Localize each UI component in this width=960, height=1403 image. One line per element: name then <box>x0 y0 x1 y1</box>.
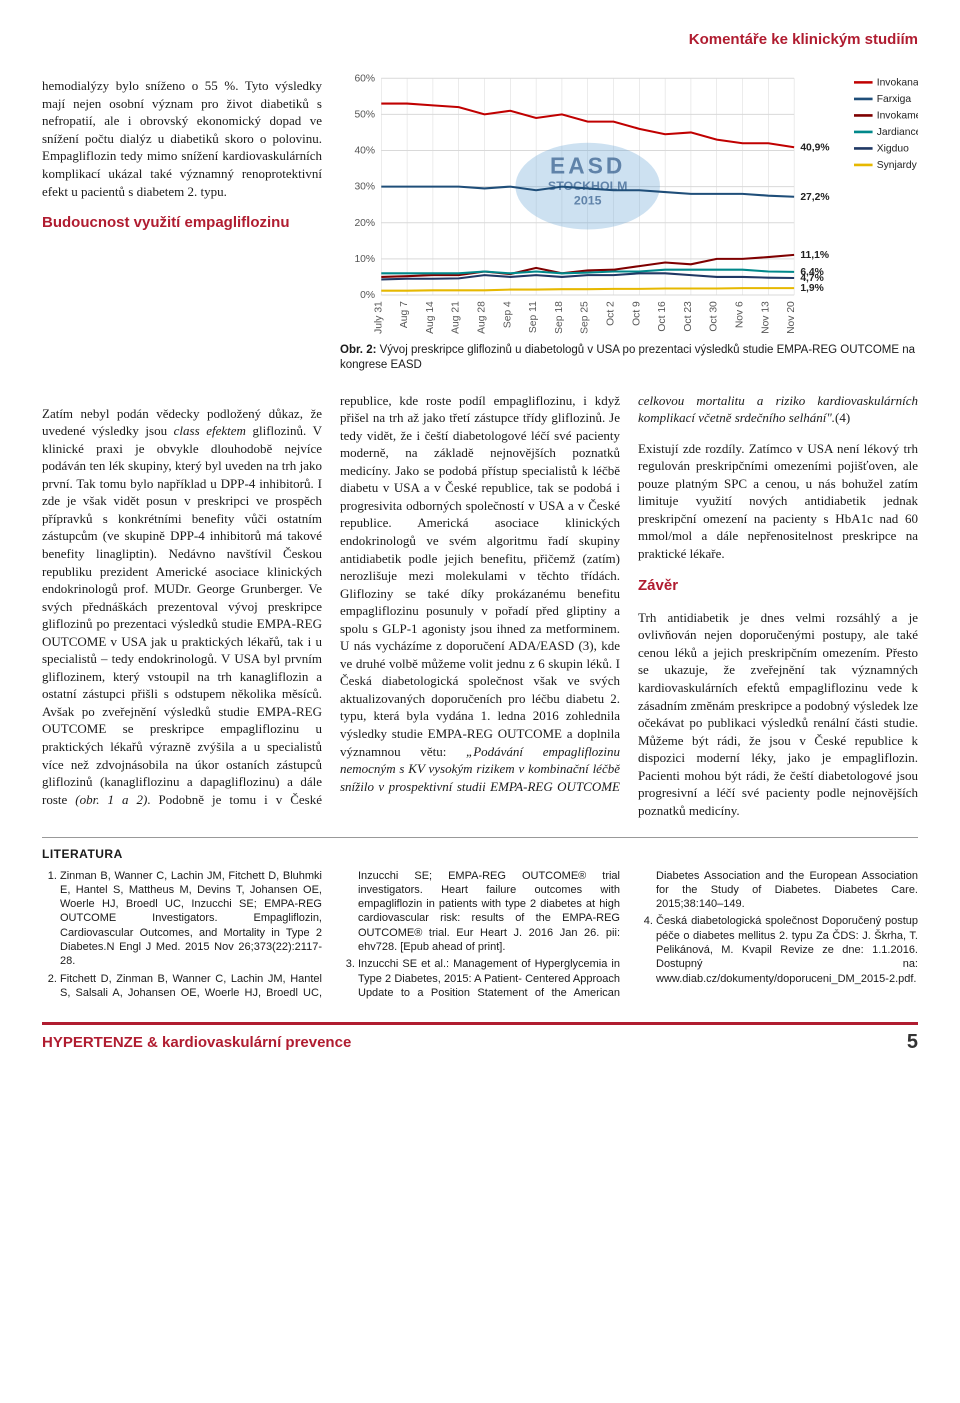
subheading-conclusion: Závěr <box>638 576 918 596</box>
svg-text:Sep 4: Sep 4 <box>502 301 513 328</box>
literature-list: Zinman B, Wanner C, Lachin JM, Fitchett … <box>42 869 918 1001</box>
literature-item: Česká diabetologická společnost Doporuče… <box>656 914 918 985</box>
svg-text:Nov 13: Nov 13 <box>760 301 771 334</box>
svg-text:20%: 20% <box>354 218 375 229</box>
page-footer: HYPERTENZE & kardiovaskulární prevence 5 <box>42 1022 918 1056</box>
body-para-col3-2: Trh antidiabetik je dnes velmi rozsáhlý … <box>638 609 918 820</box>
svg-text:July 31: July 31 <box>373 301 384 334</box>
svg-text:Sep 18: Sep 18 <box>554 301 565 334</box>
svg-text:60%: 60% <box>354 74 375 85</box>
svg-text:2015: 2015 <box>574 194 602 208</box>
svg-text:Synjardy: Synjardy <box>877 160 918 171</box>
svg-text:Sep 11: Sep 11 <box>528 301 539 333</box>
svg-text:Farxiga: Farxiga <box>877 94 912 105</box>
svg-text:Oct 30: Oct 30 <box>709 301 720 332</box>
footer-journal-title: HYPERTENZE & kardiovaskulární prevence <box>42 1033 351 1053</box>
svg-text:Aug 7: Aug 7 <box>399 301 410 328</box>
text-span: gliflozinů. V klinické praxi je obvykle … <box>42 423 322 806</box>
svg-text:Oct 16: Oct 16 <box>657 301 668 332</box>
svg-text:Aug 14: Aug 14 <box>425 301 436 334</box>
svg-text:Sep 25: Sep 25 <box>580 301 591 334</box>
text-italic: (obr. 1 a 2) <box>75 792 147 807</box>
svg-text:EASD: EASD <box>550 153 625 179</box>
svg-text:10%: 10% <box>354 254 375 265</box>
text-span: nejnovějších poznatků medicíny. Jako se … <box>340 445 620 758</box>
body-columns: Zatím nebyl podán vědecky podložený důka… <box>42 392 918 820</box>
svg-text:Nov 6: Nov 6 <box>735 301 746 328</box>
svg-text:11,1%: 11,1% <box>800 250 829 261</box>
svg-text:Jardiance: Jardiance <box>877 127 918 138</box>
fig-caption-text: Vývoj preskripce gliflozinů u diabetolog… <box>340 344 915 372</box>
svg-text:Invokamet: Invokamet <box>877 111 918 122</box>
svg-text:Aug 28: Aug 28 <box>477 301 488 334</box>
footer-page-number: 5 <box>907 1029 918 1056</box>
fig-caption-bold: Obr. 2: <box>340 344 376 356</box>
svg-text:40%: 40% <box>354 146 375 157</box>
svg-text:Aug 21: Aug 21 <box>451 301 462 334</box>
svg-text:Oct 23: Oct 23 <box>683 301 694 332</box>
figure-2: 0% 10% 20% 30% 40% 50% 60% July 31 Aug 7 Aug 14 Au… <box>340 70 918 373</box>
svg-text:Invokana: Invokana <box>877 78 918 89</box>
svg-text:30%: 30% <box>354 182 375 193</box>
svg-text:40,9%: 40,9% <box>800 143 829 154</box>
svg-text:Nov 20: Nov 20 <box>786 301 797 334</box>
svg-text:0%: 0% <box>360 290 375 301</box>
literature-item: Zinman B, Wanner C, Lachin JM, Fitchett … <box>60 869 322 969</box>
line-chart: 0% 10% 20% 30% 40% 50% 60% July 31 Aug 7 Aug 14 Au… <box>340 70 918 338</box>
intro-paragraph: hemodialýzy bylo sníženo o 55 %. Tyto vý… <box>42 77 322 200</box>
svg-text:27,2%: 27,2% <box>800 192 829 203</box>
subheading-future: Budoucnost využití empagliflozinu <box>42 213 322 233</box>
svg-text:50%: 50% <box>354 110 375 121</box>
divider <box>42 837 918 838</box>
text-span: (4) <box>835 410 850 425</box>
left-column-top: hemodialýzy bylo sníženo o 55 %. Tyto vý… <box>42 64 322 383</box>
svg-text:1,9%: 1,9% <box>800 283 824 294</box>
literature-heading: LITERATURA <box>42 846 918 862</box>
svg-text:Oct 2: Oct 2 <box>606 301 617 326</box>
figure-caption: Obr. 2: Vývoj preskripce gliflozinů u di… <box>340 343 918 374</box>
text-italic: class efektem <box>174 423 246 438</box>
body-para-col3-1: Existují zde rozdíly. Zatímco v USA není… <box>638 440 918 563</box>
svg-text:Oct 9: Oct 9 <box>631 301 642 326</box>
svg-text:Xigduo: Xigduo <box>877 144 909 155</box>
section-header: Komentáře ke klinickým studiím <box>42 30 918 50</box>
